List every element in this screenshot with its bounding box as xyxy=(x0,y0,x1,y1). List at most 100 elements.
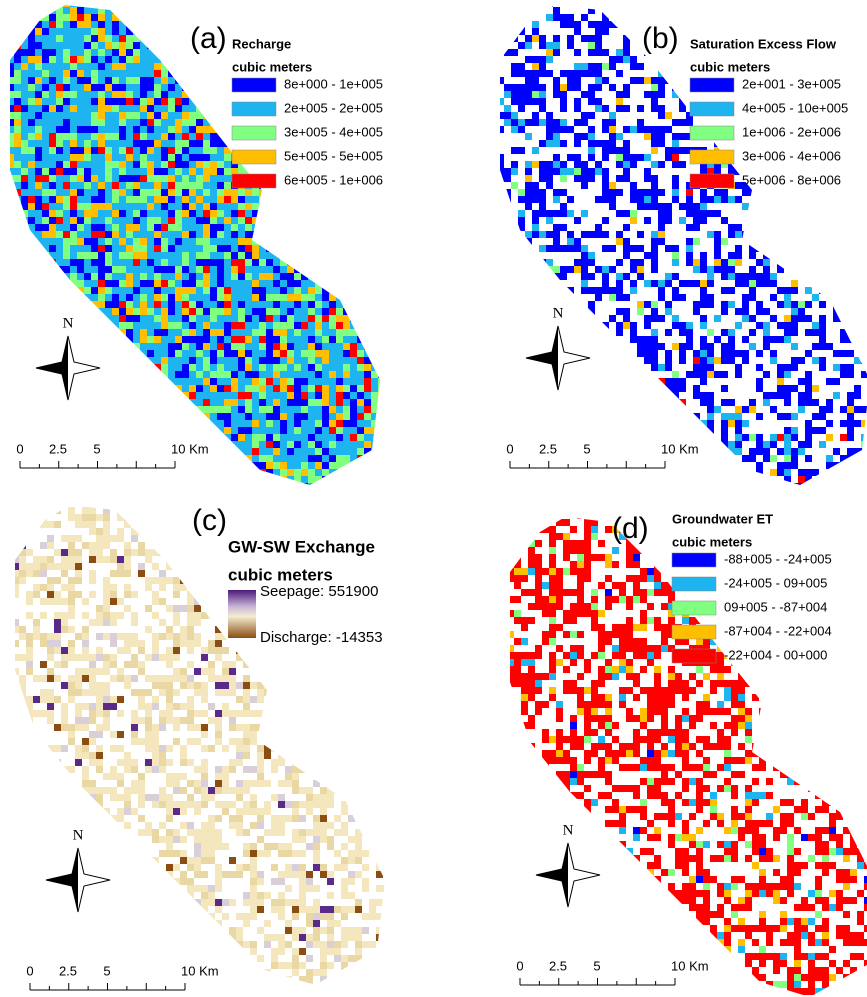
map-cell xyxy=(651,133,658,140)
map-cell xyxy=(595,231,602,238)
map-cell xyxy=(532,35,539,42)
map-cell xyxy=(63,196,70,203)
map-cell xyxy=(63,406,70,413)
map-cell xyxy=(784,231,791,238)
map-cell xyxy=(21,231,28,238)
map-cell xyxy=(511,224,518,231)
map-cell xyxy=(770,189,777,196)
map-cell xyxy=(140,203,147,210)
map-cell xyxy=(126,84,133,91)
map-cell xyxy=(378,259,385,266)
map-cell xyxy=(14,168,21,175)
map-cell xyxy=(182,329,189,336)
map-cell xyxy=(35,399,42,406)
map-cell xyxy=(140,364,147,371)
map-cell xyxy=(119,182,126,189)
map-cell xyxy=(203,70,210,77)
map-cell xyxy=(350,287,357,294)
map-cell xyxy=(70,175,77,182)
map-cell xyxy=(105,476,112,483)
map-cell xyxy=(350,42,357,49)
map-cell xyxy=(357,238,364,245)
map-cell xyxy=(847,91,854,98)
map-cell xyxy=(329,210,336,217)
map-cell xyxy=(616,231,623,238)
map-cell xyxy=(154,175,161,182)
map-cell xyxy=(224,329,231,336)
map-cell xyxy=(35,77,42,84)
map-cell xyxy=(154,245,161,252)
map-cell xyxy=(504,91,511,98)
map-cell xyxy=(133,147,140,154)
map-cell xyxy=(224,7,231,14)
map-cell xyxy=(735,105,742,112)
map-cell xyxy=(322,469,329,476)
map-cell xyxy=(266,308,273,315)
map-cell xyxy=(336,364,343,371)
map-cell xyxy=(287,217,294,224)
map-cell xyxy=(203,168,210,175)
map-cell xyxy=(378,476,385,483)
map-cell xyxy=(623,35,630,42)
map-cell xyxy=(287,343,294,350)
map-cell xyxy=(280,315,287,322)
map-cell xyxy=(819,189,826,196)
map-cell xyxy=(609,112,616,119)
map-cell xyxy=(301,294,308,301)
map-cell xyxy=(651,203,658,210)
map-cell xyxy=(364,343,371,350)
map-cell xyxy=(182,462,189,469)
map-cell xyxy=(147,245,154,252)
map-cell xyxy=(350,448,357,455)
map-cell xyxy=(364,413,371,420)
map-cell xyxy=(168,182,175,189)
map-cell xyxy=(245,392,252,399)
map-cell xyxy=(182,469,189,476)
map-cell xyxy=(63,252,70,259)
map-cell xyxy=(504,84,511,91)
map-cell xyxy=(70,308,77,315)
map-cell xyxy=(329,63,336,70)
map-cell xyxy=(35,406,42,413)
map-cell xyxy=(126,364,133,371)
map-cell xyxy=(189,147,196,154)
map-cell xyxy=(7,105,14,112)
map-cell xyxy=(182,56,189,63)
map-cell xyxy=(700,252,707,259)
map-cell xyxy=(266,7,273,14)
map-cell xyxy=(175,364,182,371)
map-cell xyxy=(301,434,308,441)
map-cell xyxy=(189,266,196,273)
map-cell xyxy=(112,98,119,105)
map-cell xyxy=(84,469,91,476)
map-cell xyxy=(273,455,280,462)
map-cell xyxy=(70,266,77,273)
map-cell xyxy=(252,483,259,490)
map-cell xyxy=(259,322,266,329)
map-cell xyxy=(98,266,105,273)
map-cell xyxy=(329,35,336,42)
map-cell xyxy=(196,287,203,294)
map-cell xyxy=(182,371,189,378)
map-cell xyxy=(539,91,546,98)
map-cell xyxy=(7,35,14,42)
map-cell xyxy=(329,140,336,147)
map-cell xyxy=(70,28,77,35)
map-cell xyxy=(350,364,357,371)
map-cell xyxy=(168,273,175,280)
map-cell xyxy=(112,203,119,210)
map-cell xyxy=(245,0,252,7)
map-cell xyxy=(245,378,252,385)
map-cell xyxy=(357,399,364,406)
map-cell xyxy=(644,7,651,14)
map-cell xyxy=(833,189,840,196)
map-cell xyxy=(203,0,210,7)
map-cell xyxy=(497,210,504,217)
map-cell xyxy=(546,210,553,217)
map-cell xyxy=(21,14,28,21)
map-cell xyxy=(168,98,175,105)
map-cell xyxy=(343,28,350,35)
map-cell xyxy=(56,476,63,483)
map-cell xyxy=(672,119,679,126)
map-cell xyxy=(133,98,140,105)
